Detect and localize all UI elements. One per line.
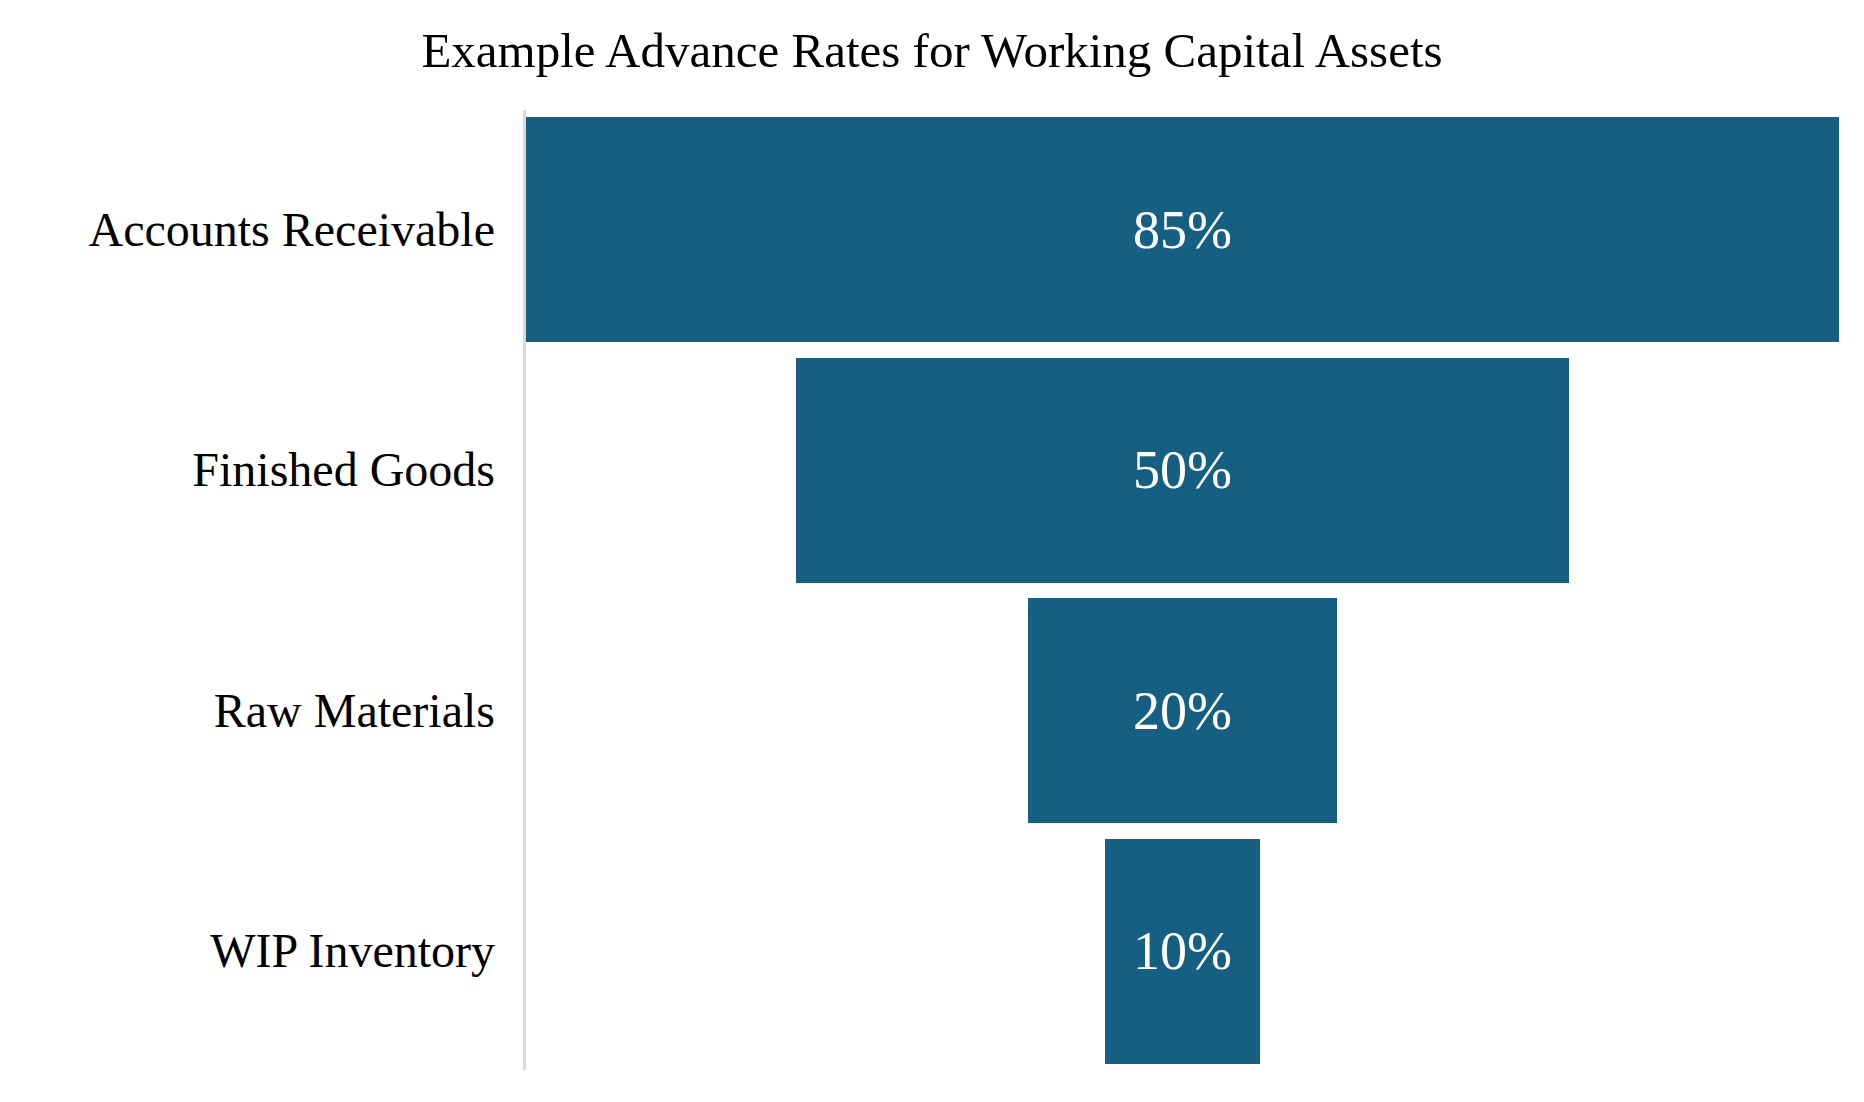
category-label: Accounts Receivable xyxy=(89,206,496,254)
funnel-bar: 10% xyxy=(1105,839,1259,1064)
bar-value-label: 10% xyxy=(1133,924,1232,978)
bar-value-label: 50% xyxy=(1133,443,1232,497)
bar-value-label: 20% xyxy=(1133,684,1232,738)
funnel-bar: 85% xyxy=(526,117,1839,342)
category-label: WIP Inventory xyxy=(210,927,495,975)
funnel-bar: 50% xyxy=(796,358,1568,583)
bar-value-label: 85% xyxy=(1133,203,1232,257)
chart-title: Example Advance Rates for Working Capita… xyxy=(0,22,1864,79)
funnel-bar: 20% xyxy=(1028,598,1337,823)
funnel-chart: Example Advance Rates for Working Capita… xyxy=(0,0,1864,1102)
category-label: Raw Materials xyxy=(214,687,495,735)
category-label: Finished Goods xyxy=(192,446,495,494)
